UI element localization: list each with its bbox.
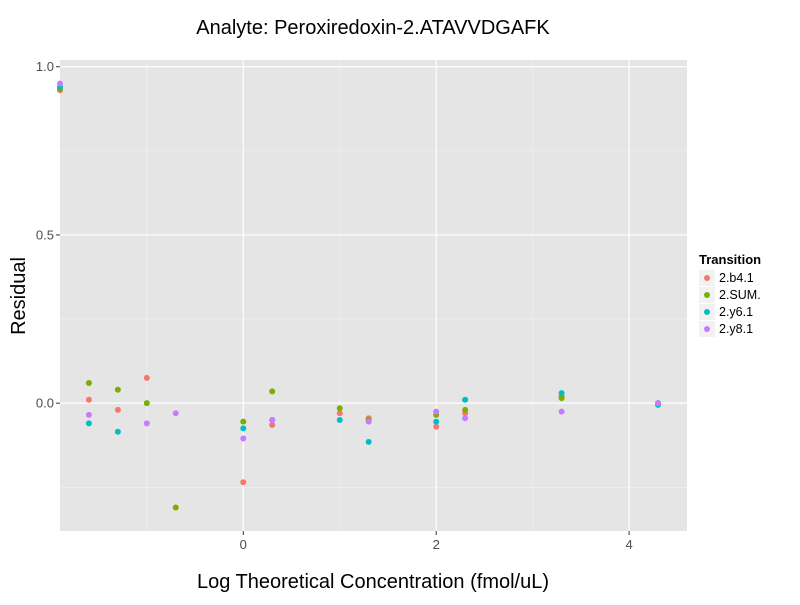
legend-label: 2.SUM. <box>719 288 761 302</box>
data-point <box>85 396 92 403</box>
data-point <box>558 408 565 415</box>
data-point <box>336 416 343 423</box>
data-point <box>462 396 469 403</box>
x-axis: 0 2 4 <box>240 531 633 552</box>
legend-key <box>704 326 710 332</box>
plot-panel <box>60 60 687 531</box>
legend-label: 2.y8.1 <box>719 322 753 336</box>
data-point <box>269 422 276 429</box>
x-tick-label: 4 <box>626 537 633 552</box>
data-point <box>365 418 372 425</box>
data-point <box>558 390 565 397</box>
legend-key <box>704 309 710 315</box>
legend-label: 2.y6.1 <box>719 305 753 319</box>
chart-title: Analyte: Peroxiredoxin-2.ATAVVDGAFK <box>196 17 550 39</box>
y-tick-label: 0.5 <box>36 227 54 242</box>
data-point <box>85 420 92 427</box>
data-point <box>114 406 121 413</box>
data-point <box>85 411 92 418</box>
data-point <box>114 428 121 435</box>
data-point <box>365 438 372 445</box>
legend-label: 2.b4.1 <box>719 271 754 285</box>
data-point <box>85 379 92 386</box>
data-point <box>57 80 63 87</box>
y-axis-label: Residual <box>8 257 30 335</box>
data-point <box>143 400 150 407</box>
data-point <box>433 408 440 415</box>
x-axis-label: Log Theoretical Concentration (fmol/uL) <box>197 571 549 593</box>
y-tick-label: 1.0 <box>36 59 54 74</box>
data-point <box>172 504 179 511</box>
data-point <box>240 418 247 425</box>
grid-minor <box>60 60 687 531</box>
x-tick-label: 2 <box>433 537 440 552</box>
grid-major <box>60 60 687 531</box>
data-point <box>172 410 179 417</box>
data-point <box>240 479 247 486</box>
legend-title: Transition <box>699 252 761 267</box>
data-point <box>336 405 343 412</box>
y-tick-label: 0.0 <box>36 396 54 411</box>
data-point <box>336 410 343 417</box>
data-point <box>240 435 247 442</box>
data-point <box>143 420 150 427</box>
data-point <box>462 415 469 422</box>
data-point <box>558 395 565 402</box>
data-point <box>143 374 150 381</box>
x-tick-label: 0 <box>240 537 247 552</box>
legend-key <box>704 292 710 298</box>
data-points <box>57 80 662 511</box>
data-point <box>114 386 121 393</box>
data-point <box>462 406 469 413</box>
data-point <box>240 425 247 432</box>
data-point <box>269 388 276 395</box>
data-point <box>433 423 440 430</box>
data-point <box>269 416 276 423</box>
legend: Transition 2.b4.1 2.SUM. 2.y6.1 2.y8.1 <box>699 252 761 337</box>
data-point <box>655 400 662 407</box>
y-axis: 0.0 0.5 1.0 <box>36 59 60 411</box>
legend-key <box>704 275 710 281</box>
data-point <box>433 418 440 425</box>
